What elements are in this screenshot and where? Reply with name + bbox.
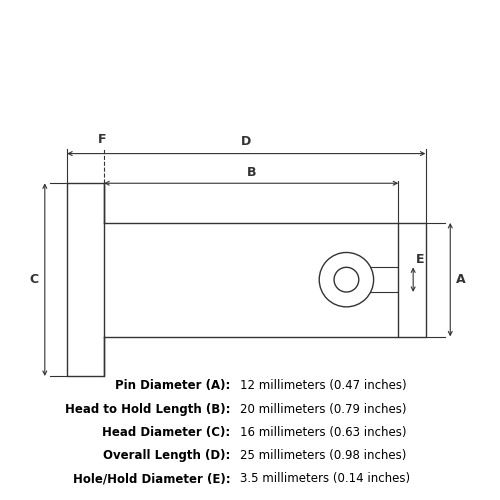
Text: D: D <box>241 134 252 147</box>
Text: 25 millimeters (0.98 inches): 25 millimeters (0.98 inches) <box>240 449 406 462</box>
Text: C: C <box>30 273 38 286</box>
Text: 12 millimeters (0.47 inches): 12 millimeters (0.47 inches) <box>240 380 406 392</box>
Text: Pin Diameter (A):: Pin Diameter (A): <box>115 380 230 392</box>
Bar <box>67 183 104 376</box>
Circle shape <box>319 252 374 307</box>
Text: F: F <box>98 133 106 146</box>
Text: E: E <box>416 254 424 266</box>
Text: 16 millimeters (0.63 inches): 16 millimeters (0.63 inches) <box>240 426 406 439</box>
Text: Overall Length (D):: Overall Length (D): <box>103 449 230 462</box>
Text: B: B <box>246 166 256 179</box>
Text: Head to Hold Length (B):: Head to Hold Length (B): <box>64 402 230 415</box>
Text: 20 millimeters (0.79 inches): 20 millimeters (0.79 inches) <box>240 402 406 415</box>
Text: Head Diameter (C):: Head Diameter (C): <box>102 426 230 439</box>
Text: A: A <box>456 273 466 286</box>
Text: Hole/Hold Diameter (E):: Hole/Hold Diameter (E): <box>72 472 230 486</box>
Text: 3.5 millimeters (0.14 inches): 3.5 millimeters (0.14 inches) <box>240 472 410 486</box>
Bar <box>398 223 425 336</box>
Circle shape <box>334 268 359 292</box>
